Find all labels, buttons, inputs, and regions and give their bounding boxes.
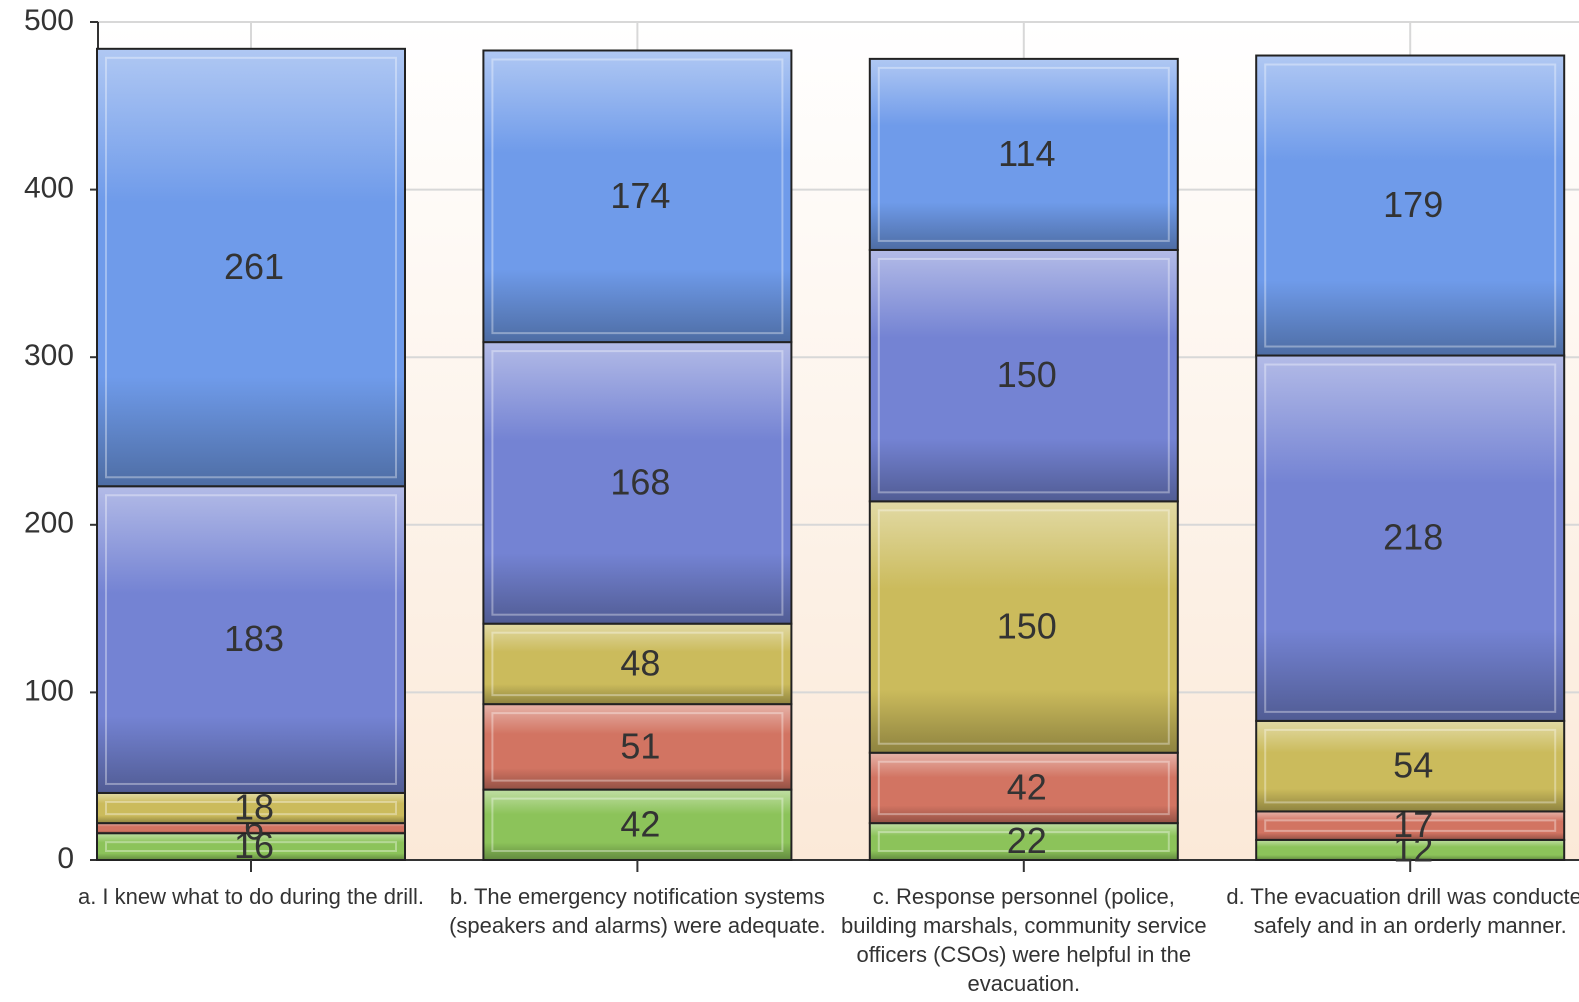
data-label: 54 [1393,745,1433,786]
data-label: 168 [610,461,670,502]
data-label: 22 [1007,820,1047,861]
data-label: 261 [224,246,284,287]
bar-inner [877,831,1170,852]
data-label: 42 [1007,766,1047,807]
data-label: 150 [997,354,1057,395]
bar-segment [1255,54,1566,357]
bar-inner [105,494,397,785]
data-label: 183 [224,618,284,659]
bar-segment [868,500,1179,754]
bar-segment [482,788,793,861]
bar-segment [482,341,793,625]
bar-segment [868,248,1179,503]
bar-inner [491,797,784,852]
bar-segment [1255,719,1566,813]
data-label: 114 [998,133,1055,174]
bar-inner [877,509,1170,745]
y-tick-label: 200 [24,507,74,540]
bar-inner [1264,363,1557,713]
y-tick-label: 100 [24,674,74,707]
bar-inner [1264,728,1557,804]
bar-inner [1264,63,1557,348]
y-tick-label: 500 [24,4,74,37]
bar-inner [491,712,784,782]
bar-inner [491,350,784,616]
bar-inner [105,56,397,479]
x-tick-label: b. The emergency notification systems (s… [449,884,826,938]
bar-segment [868,57,1179,251]
data-label: 179 [1383,184,1443,225]
bar-inner [877,66,1170,242]
bar-inner [877,257,1170,494]
bar-inner [105,800,397,816]
bar-segment [96,485,406,794]
bar-segment [482,703,793,791]
bar-inner [1264,819,1557,832]
data-label: 174 [610,175,670,216]
y-tick-label: 400 [24,172,74,205]
x-tick-label: a. I knew what to do during the drill. [77,884,425,909]
bar-segment [482,49,793,344]
bar-segment [1255,354,1566,722]
x-tick-label: d. The evacuation drill was conducted sa… [1226,884,1579,938]
y-tick-label: 300 [24,339,74,372]
data-label: 51 [620,725,660,766]
data-label: 150 [997,606,1057,647]
data-label: 218 [1383,517,1443,558]
bar-segment [868,751,1179,825]
x-tick-label: c. Response personnel (police, building … [841,884,1207,996]
data-label: 48 [620,642,660,683]
bar-inner [491,631,784,697]
bar-inner [105,841,397,853]
data-label: 42 [620,803,660,844]
y-tick-label: 0 [57,842,74,875]
bar-segment [96,47,406,488]
bar-segment [482,622,793,706]
bar-inner [877,760,1170,816]
bar-inner [491,58,784,335]
bar-segment [96,791,406,825]
